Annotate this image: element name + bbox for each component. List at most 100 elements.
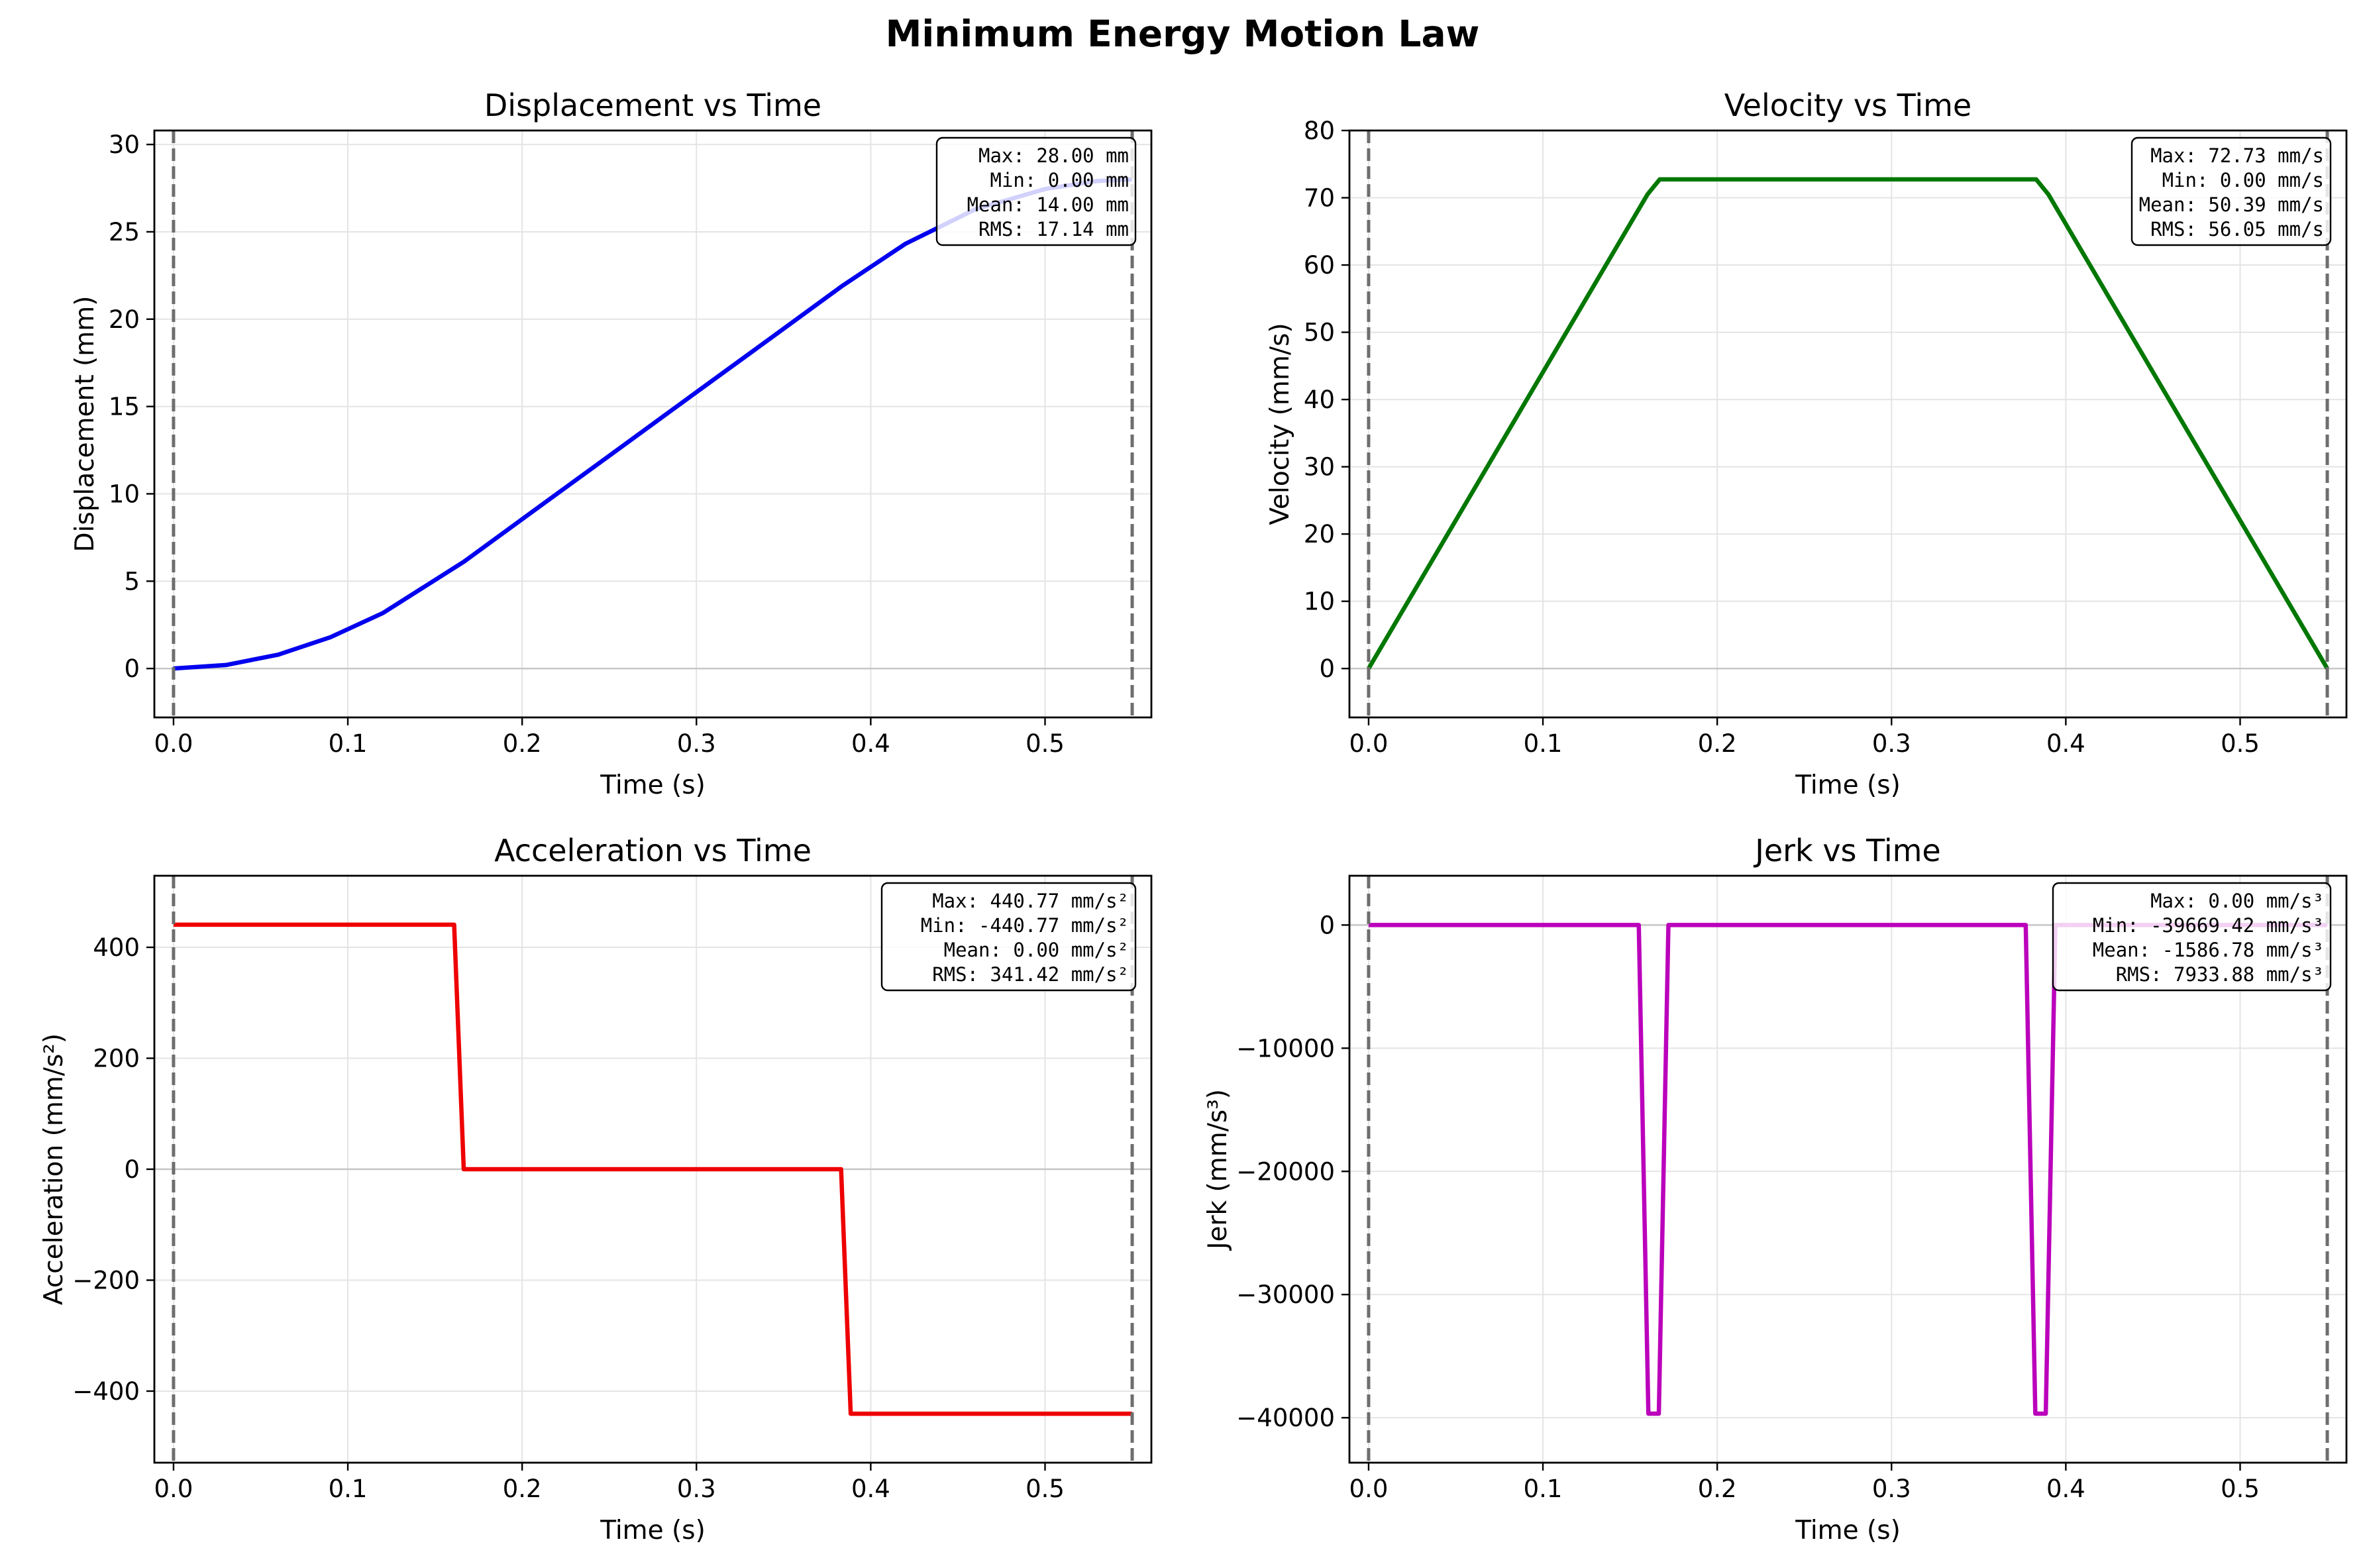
displacement-y-tick-label: 10 <box>109 480 140 508</box>
jerk-x-axis-label: Time (s) <box>1795 1516 1901 1545</box>
displacement-x-axis-label: Time (s) <box>600 770 706 800</box>
jerk-x-tick-label: 0.0 <box>1349 1475 1389 1503</box>
jerk-y-tick-label: −30000 <box>1236 1281 1335 1309</box>
velocity-x-axis-label: Time (s) <box>1795 770 1901 800</box>
displacement-subplot: 0.0 0.1 0.2 0.3 0.4 0.5 0 5 10 15 20 25 30 Displaceme… <box>70 87 1153 800</box>
velocity-x-tick-label: 0.3 <box>1872 729 1911 758</box>
jerk-stat-line: RMS: 7933.88 mm/s³ <box>2116 963 2324 986</box>
acceleration-stat-line: Min: -440.77 mm/s² <box>921 914 1129 937</box>
displacement-stats-box-frame <box>935 136 1137 246</box>
acceleration-x-tick-label: 0.2 <box>503 1475 542 1503</box>
velocity-y-tick-label: 20 <box>1304 520 1335 549</box>
jerk-x-tick-label: 0.3 <box>1872 1475 1911 1503</box>
displacement-y-tick-label: 15 <box>109 393 140 421</box>
displacement-y-tick-label: 20 <box>109 305 140 334</box>
acceleration-stat-line: RMS: 341.42 mm/s² <box>932 963 1129 986</box>
jerk-x-tick-label: 0.5 <box>2221 1475 2260 1503</box>
acceleration-x-tick-label: 0.1 <box>329 1475 368 1503</box>
velocity-stat-line: RMS: 56.05 mm/s <box>2150 218 2324 240</box>
displacement-y-tick-label: 30 <box>109 131 140 159</box>
jerk-y-tick-label: −40000 <box>1236 1404 1335 1432</box>
acceleration-stats-box-frame <box>880 882 1137 992</box>
velocity-y-tick-label: 70 <box>1304 184 1335 213</box>
acceleration-title: Acceleration vs Time <box>494 833 812 868</box>
acceleration-y-axis-label: Acceleration (mm/s²) <box>39 1033 69 1305</box>
displacement-y-axis-label: Displacement (mm) <box>70 296 100 552</box>
jerk-stat-line: Mean: -1586.78 mm/s³ <box>2093 939 2324 961</box>
velocity-stat-line: Mean: 50.39 mm/s <box>2139 193 2324 216</box>
jerk-stat-line: Max: 0.00 mm/s³ <box>2150 890 2324 912</box>
jerk-x-tick-label: 0.4 <box>2046 1475 2085 1503</box>
velocity-stat-line: Min: 0.00 mm/s <box>2162 169 2324 191</box>
velocity-y-axis-label: Velocity (mm/s) <box>1265 323 1295 525</box>
acceleration-series-line <box>173 922 1133 1416</box>
velocity-title: Velocity vs Time <box>1724 87 1971 123</box>
jerk-subplot: 0.0 0.1 0.2 0.3 0.4 0.5 −40000 −30000 −20000 −100… <box>1203 833 2348 1545</box>
jerk-x-tick-label: 0.2 <box>1698 1475 1737 1503</box>
velocity-y-tick-label: 50 <box>1304 319 1335 347</box>
displacement-x-tick-label: 0.1 <box>329 729 368 758</box>
jerk-stats-box-frame <box>2052 882 2332 992</box>
displacement-y-tick-label: 25 <box>109 218 140 246</box>
displacement-y-tick-label: 0 <box>124 654 140 683</box>
jerk-stat-line: Min: -39669.42 mm/s³ <box>2093 914 2324 937</box>
displacement-y-tick-label: 5 <box>124 567 140 596</box>
velocity-y-tick-label: 10 <box>1304 588 1335 616</box>
displacement-x-tick-label: 0.2 <box>503 729 542 758</box>
displacement-stat-line: Mean: 14.00 mm <box>967 193 1129 216</box>
jerk-y-tick-label: −10000 <box>1236 1034 1335 1063</box>
velocity-y-tick-label: 80 <box>1304 117 1335 145</box>
displacement-x-tick-label: 0.0 <box>154 729 193 758</box>
subplots: 0.0 0.1 0.2 0.3 0.4 0.5 0 5 10 15 20 25 30 Displaceme… <box>39 87 2348 1545</box>
acceleration-x-tick-label: 0.3 <box>677 1475 716 1503</box>
acceleration-y-tick-label: 400 <box>93 933 140 962</box>
velocity-x-tick-label: 0.4 <box>2046 729 2085 758</box>
velocity-x-tick-label: 0.1 <box>1524 729 1563 758</box>
jerk-title: Jerk vs Time <box>1753 833 1940 868</box>
jerk-y-tick-label: 0 <box>1319 911 1335 939</box>
displacement-axes-frame <box>153 129 1153 719</box>
acceleration-stat-line: Mean: 0.00 mm/s² <box>944 939 1129 961</box>
acceleration-y-tick-label: 0 <box>124 1155 140 1184</box>
figure-title: Minimum Energy Motion Law <box>886 13 1480 55</box>
displacement-stat-line: Min: 0.00 mm <box>990 169 1129 191</box>
acceleration-x-tick-label: 0.0 <box>154 1475 193 1503</box>
velocity-y-tick-label: 60 <box>1304 251 1335 280</box>
velocity-x-tick-label: 0.0 <box>1349 729 1389 758</box>
velocity-y-tick-label: 30 <box>1304 453 1335 482</box>
jerk-axes-frame <box>1348 874 2348 1464</box>
velocity-x-tick-label: 0.5 <box>2221 729 2260 758</box>
velocity-y-tick-label: 40 <box>1304 386 1335 414</box>
jerk-y-tick-label: −20000 <box>1236 1157 1335 1186</box>
acceleration-y-tick-label: 200 <box>93 1045 140 1073</box>
velocity-subplot: 0.0 0.1 0.2 0.3 0.4 0.5 0 10 20 30 40 50 60 70 80 Veloc… <box>1265 87 2348 800</box>
displacement-x-tick-label: 0.3 <box>677 729 716 758</box>
jerk-series-line <box>1368 923 2328 1416</box>
acceleration-y-tick-label: −400 <box>72 1377 140 1406</box>
displacement-x-tick-label: 0.5 <box>1025 729 1065 758</box>
velocity-series-line <box>1367 177 2329 670</box>
displacement-x-tick-label: 0.4 <box>851 729 890 758</box>
jerk-x-tick-label: 0.1 <box>1524 1475 1563 1503</box>
acceleration-y-tick-label: −200 <box>72 1266 140 1294</box>
velocity-stat-line: Max: 72.73 mm/s <box>2150 144 2324 167</box>
acceleration-x-tick-label: 0.5 <box>1025 1475 1065 1503</box>
acceleration-stat-line: Max: 440.77 mm/s² <box>932 890 1129 912</box>
displacement-stat-line: Max: 28.00 mm <box>978 144 1129 167</box>
displacement-title: Displacement vs Time <box>484 87 821 123</box>
displacement-stat-line: RMS: 17.14 mm <box>978 218 1129 240</box>
jerk-y-axis-label: Jerk (mm/s³) <box>1203 1089 1233 1251</box>
velocity-axes-frame <box>1348 129 2348 719</box>
velocity-x-tick-label: 0.2 <box>1698 729 1737 758</box>
acceleration-x-tick-label: 0.4 <box>851 1475 890 1503</box>
acceleration-x-axis-label: Time (s) <box>600 1516 706 1545</box>
acceleration-subplot: 0.0 0.1 0.2 0.3 0.4 0.5 −400 −200 0 200 400 Acceler… <box>39 833 1153 1545</box>
velocity-stats-box-frame <box>2130 136 2332 246</box>
velocity-y-tick-label: 0 <box>1319 654 1335 683</box>
